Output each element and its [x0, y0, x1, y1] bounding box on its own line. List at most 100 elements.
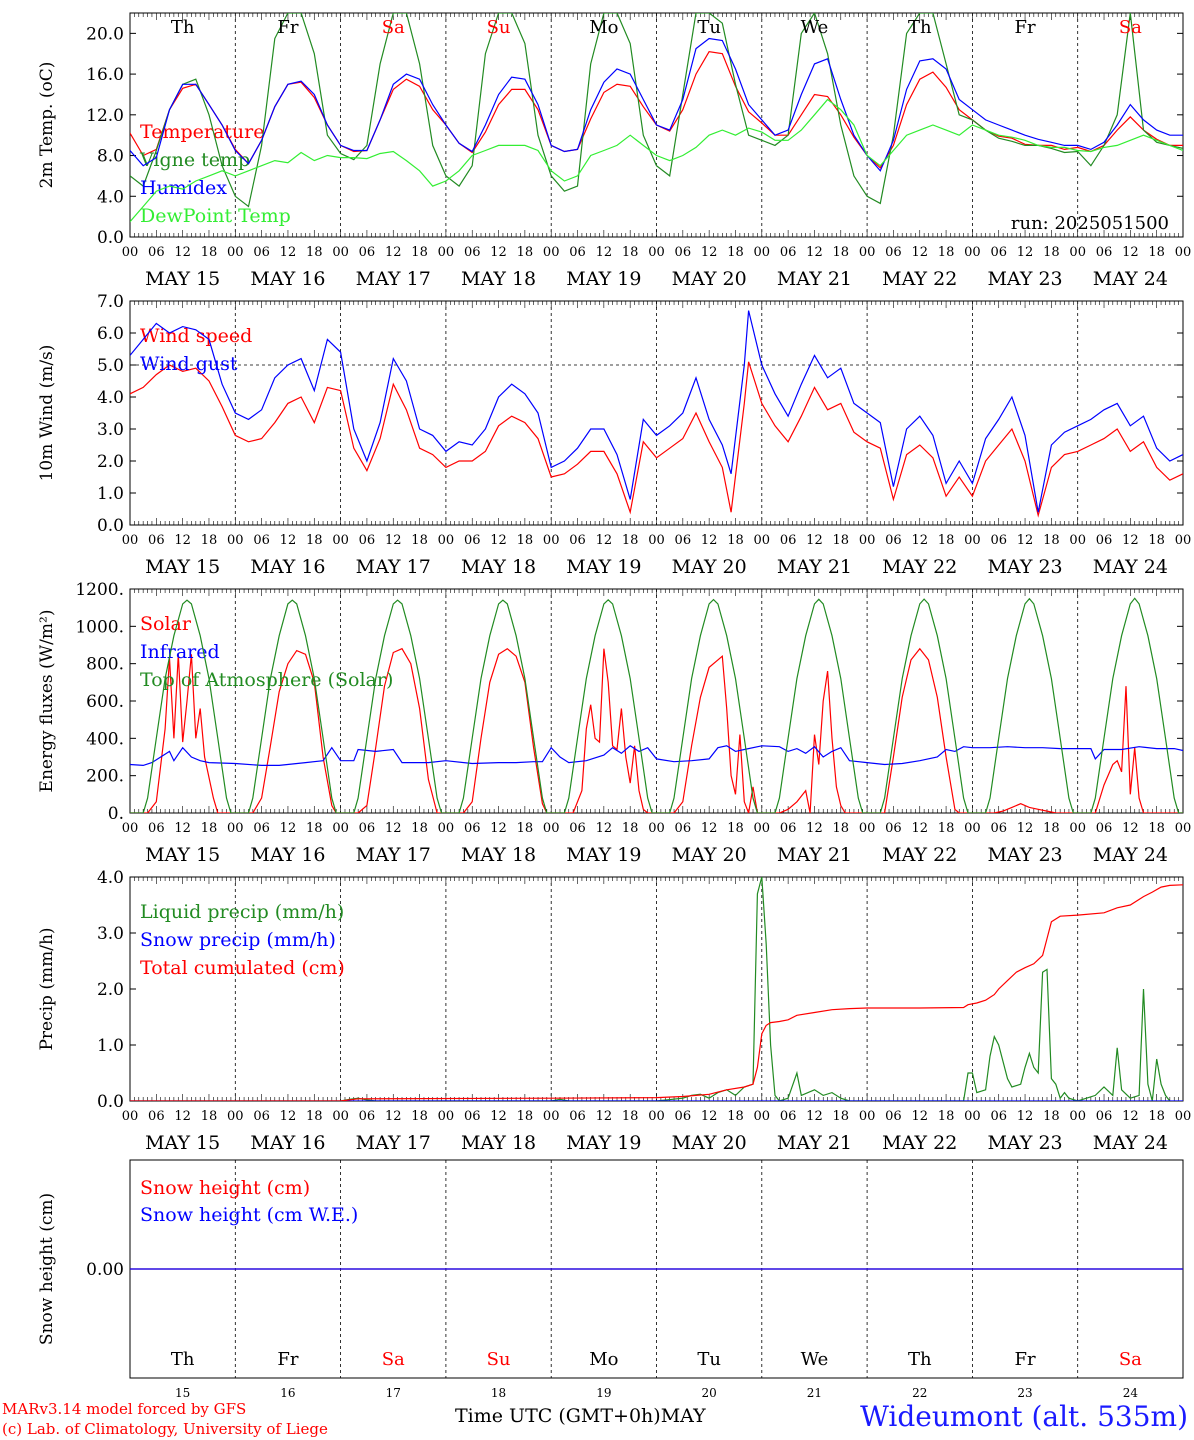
hour-tick-label: 18	[622, 821, 639, 836]
date-label: MAY 15	[145, 268, 220, 290]
weekday-label: Th	[908, 1349, 932, 1370]
hour-tick-label: 18	[201, 245, 218, 260]
hour-tick-label: 12	[490, 245, 507, 260]
hour-tick-label: 00	[543, 1109, 560, 1124]
hour-tick-label: 12	[174, 245, 191, 260]
hour-tick-label: 12	[806, 245, 823, 260]
hour-tick-label: 00	[754, 1109, 771, 1124]
hour-tick-label: 18	[1043, 821, 1060, 836]
hour-tick-label: 06	[885, 1109, 902, 1124]
legend-entry: Wind gust	[140, 353, 238, 375]
hour-tick-label: 12	[385, 821, 402, 836]
hour-tick-label: 06	[569, 533, 586, 548]
weekday-label: Sa	[1119, 1349, 1142, 1370]
hour-tick-label: 12	[385, 533, 402, 548]
day-number-label: 17	[386, 1386, 401, 1400]
y-tick-label: 1.0	[97, 484, 124, 504]
hour-tick-label: 18	[727, 245, 744, 260]
date-label: MAY 18	[461, 1132, 536, 1154]
hour-tick-label: 00	[754, 245, 771, 260]
hour-tick-label: 00	[648, 821, 665, 836]
hour-tick-label: 00	[859, 533, 876, 548]
day-number-label: 23	[1017, 1386, 1032, 1400]
hour-tick-label: 18	[306, 1109, 323, 1124]
weekday-label: We	[801, 17, 829, 38]
date-label: MAY 20	[672, 268, 747, 290]
y-tick-label: 6.0	[97, 324, 124, 344]
legend-entry: Total cumulated (cm)	[140, 957, 345, 979]
hour-tick-label: 00	[1175, 821, 1192, 836]
weekday-label: Fr	[1015, 17, 1036, 38]
panel-5: 0.00 Snow height (cm) Snow height (cm) Snow…	[37, 1159, 1184, 1400]
legend-entry: Wind speed	[140, 325, 252, 347]
run-annotation: run: 2025051500	[1011, 213, 1169, 234]
weekday-label: Tu	[697, 1349, 721, 1370]
hour-tick-label: 00	[227, 245, 244, 260]
hour-tick-label: 00	[122, 1109, 139, 1124]
hour-tick-label: 18	[201, 1109, 218, 1124]
hour-tick-label: 12	[911, 245, 928, 260]
date-label: MAY 23	[987, 1132, 1062, 1154]
hour-tick-label: 12	[490, 821, 507, 836]
y-tick-label: 4.0	[97, 868, 124, 888]
y-tick-label: 3.0	[97, 924, 124, 944]
hour-tick-label: 06	[359, 533, 376, 548]
day-number-label: 24	[1123, 1386, 1139, 1400]
hour-tick-label: 00	[859, 245, 876, 260]
hour-tick-label: 12	[596, 821, 613, 836]
hour-tick-label: 12	[806, 533, 823, 548]
date-label: MAY 22	[882, 844, 957, 866]
y-tick-label: 20.0	[86, 24, 124, 44]
hour-tick-label: 06	[675, 533, 692, 548]
y-tick-label: 0.00	[86, 1260, 124, 1280]
day-number-label: 22	[912, 1386, 927, 1400]
y-tick-label: 16.0	[86, 65, 124, 85]
panel-1: 00 06 12 18 00 06 12 18 00 06 12 18 00 06 12 18 00 06 12 18…	[37, 12, 1191, 290]
hour-tick-label: 00	[1069, 245, 1086, 260]
x-axis-label: Time UTC (GMT+0h)	[455, 1405, 661, 1427]
hour-tick-label: 12	[701, 821, 718, 836]
hour-tick-label: 06	[569, 1109, 586, 1124]
hour-tick-label: 12	[280, 821, 297, 836]
hour-tick-label: 12	[911, 821, 928, 836]
hour-tick-label: 12	[174, 821, 191, 836]
date-label: MAY 16	[250, 268, 325, 290]
hour-tick-label: 18	[306, 245, 323, 260]
y-tick-label: 400.	[86, 729, 124, 749]
hour-tick-label: 00	[543, 533, 560, 548]
hour-tick-label: 06	[780, 1109, 797, 1124]
hour-tick-label: 18	[306, 821, 323, 836]
hour-tick-label: 18	[938, 533, 955, 548]
date-label: MAY 16	[250, 556, 325, 578]
hour-tick-label: 18	[727, 821, 744, 836]
weekday-label: We	[801, 1349, 829, 1370]
hour-tick-label: 00	[859, 821, 876, 836]
hour-tick-label: 06	[675, 1109, 692, 1124]
hour-tick-label: 00	[1069, 1109, 1086, 1124]
y-tick-label: 0.0	[97, 1092, 124, 1112]
hour-tick-label: 12	[596, 533, 613, 548]
hour-tick-label: 00	[754, 533, 771, 548]
hour-tick-label: 06	[990, 245, 1007, 260]
hour-tick-label: 18	[727, 1109, 744, 1124]
hour-tick-label: 06	[1096, 1109, 1113, 1124]
y-axis-label: 10m Wind (m/s)	[37, 345, 57, 482]
series-line	[130, 884, 1183, 1101]
hour-tick-label: 18	[938, 1109, 955, 1124]
date-label: MAY 16	[250, 1132, 325, 1154]
hour-tick-label: 18	[201, 533, 218, 548]
hour-tick-label: 06	[569, 245, 586, 260]
hour-tick-label: 12	[174, 533, 191, 548]
legend-entry: Infrared	[140, 641, 220, 663]
hour-tick-label: 00	[964, 1109, 981, 1124]
hour-tick-label: 12	[385, 1109, 402, 1124]
hour-tick-label: 06	[359, 821, 376, 836]
hour-tick-label: 18	[411, 245, 428, 260]
hour-tick-label: 06	[990, 1109, 1007, 1124]
hour-tick-label: 06	[359, 1109, 376, 1124]
y-tick-label: 800.	[86, 655, 124, 675]
y-axis-label: 2m Temp. (oC)	[37, 62, 57, 189]
hour-tick-label: 06	[148, 245, 165, 260]
hour-tick-label: 18	[938, 821, 955, 836]
date-label: MAY 19	[566, 268, 641, 290]
